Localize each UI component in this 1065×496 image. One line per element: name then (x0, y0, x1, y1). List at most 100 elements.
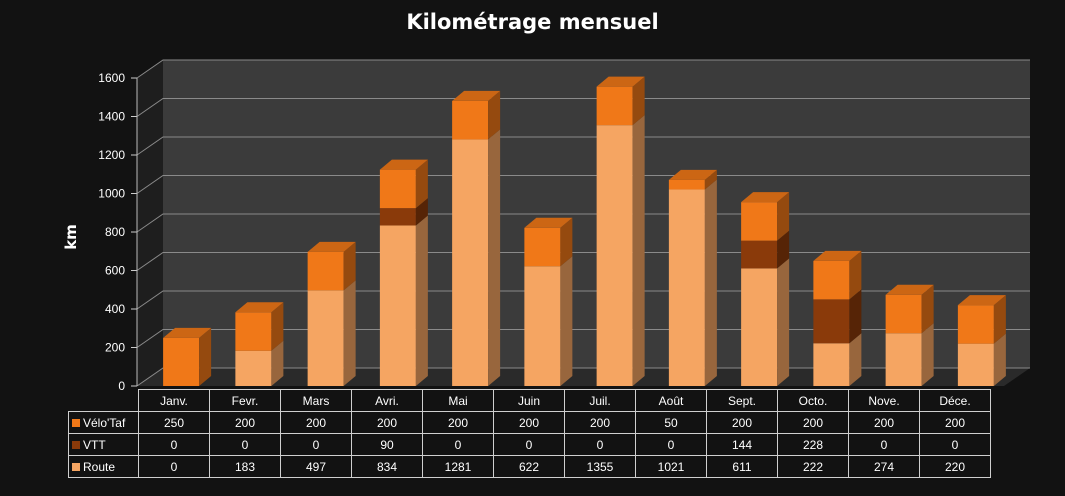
bar-top (813, 250, 862, 261)
bar-front (307, 251, 344, 291)
table-value: 274 (848, 455, 920, 478)
bar-top (741, 192, 790, 203)
table-value: 200 (351, 411, 423, 434)
bar-front (668, 189, 705, 386)
table-value: 183 (209, 455, 281, 478)
table-category-label: Août (635, 389, 707, 412)
bar-side (560, 217, 573, 267)
bar-Vélo'Taf-Octo. (813, 250, 862, 300)
gridline (136, 98, 1030, 117)
bar-side (199, 327, 212, 386)
series-row-velotaf: Vélo'Taf 250 200 200 200 200 200 200 50 200 200 20… (68, 411, 991, 434)
bars (163, 76, 1006, 386)
table-category-label: Mai (422, 389, 494, 412)
table-value: 0 (493, 433, 565, 456)
table-value: 0 (280, 433, 352, 456)
bar-Route-Déce. (957, 333, 1006, 386)
table-value: 200 (422, 411, 494, 434)
bar-side (415, 159, 428, 209)
table-category-label: Fevr. (209, 389, 281, 412)
gridline (136, 367, 1030, 387)
table-category-label: Sept. (706, 389, 778, 412)
bar-Vélo'Taf-Mars (307, 241, 356, 291)
bar-side (777, 230, 790, 269)
table-value: 200 (493, 411, 565, 434)
bar-side (993, 295, 1006, 344)
bar-front (741, 202, 778, 241)
bar-front (813, 299, 850, 344)
bar-Route-Août (668, 179, 717, 386)
bar-top (452, 90, 501, 101)
bar-front (379, 169, 416, 209)
table-category-label: Déce. (919, 389, 991, 412)
bar-front (885, 294, 922, 334)
bar-front (596, 125, 633, 386)
bar-top (596, 76, 645, 87)
bar-Route-Juil. (596, 115, 645, 386)
table-category-label: Avri. (351, 389, 423, 412)
gridline (136, 252, 1030, 271)
series-label-velotaf: Vélo'Taf (68, 411, 139, 434)
bar-front (163, 337, 200, 386)
bar-front (524, 227, 561, 267)
bar-side (849, 289, 862, 344)
bar-Vélo'Taf-Mai (452, 90, 501, 140)
bar-VTT-Sept. (741, 230, 790, 269)
series-row-route: Route 0 183 497 834 1281 622 1355 1021 611 222 274… (68, 455, 991, 478)
table-value: 0 (209, 433, 281, 456)
y-tick-label: 200 (105, 341, 125, 355)
table-value: 200 (564, 411, 636, 434)
y-tick-label: 1600 (98, 71, 125, 85)
series-label-route: Route (68, 455, 139, 478)
table-value: 622 (493, 455, 565, 478)
table-value: 611 (706, 455, 778, 478)
table-value: 200 (706, 411, 778, 434)
table-value: 200 (848, 411, 920, 434)
legend-swatch-icon (72, 441, 80, 450)
table-value: 0 (138, 433, 210, 456)
bar-top (307, 241, 356, 252)
chart-backwall (131, 59, 1030, 387)
bar-side (488, 129, 501, 386)
bar-front (741, 268, 778, 386)
bar-front (885, 333, 922, 386)
bar-Route-Octo. (813, 333, 862, 386)
table-value: 200 (280, 411, 352, 434)
table-value: 90 (351, 433, 423, 456)
bar-side (632, 76, 645, 126)
bar-front (235, 312, 272, 351)
gridline (136, 290, 1030, 310)
bar-side (415, 215, 428, 386)
table-value: 0 (138, 455, 210, 478)
table-value: 50 (635, 411, 707, 434)
bar-side (849, 250, 862, 300)
bar-Vélo'Taf-Nove. (885, 284, 934, 334)
table-category-label: Mars (280, 389, 352, 412)
bar-front (524, 266, 561, 386)
bar-top (885, 284, 934, 295)
bar-Vélo'Taf-Août (668, 169, 717, 190)
bar-front (957, 305, 994, 344)
bar-Vélo'Taf-Sept. (741, 192, 790, 241)
bar-Route-Juin (524, 256, 573, 386)
bar-Vélo'Taf-Avri. (379, 159, 428, 209)
bar-front (668, 179, 705, 190)
table-category-label: Juin (493, 389, 565, 412)
bar-front (741, 240, 778, 269)
bar-side (704, 179, 717, 386)
bar-side (271, 302, 284, 351)
bar-Route-Mai (452, 129, 501, 386)
bar-side (921, 323, 934, 386)
bar-side (777, 192, 790, 241)
bar-Route-Avri. (379, 215, 428, 386)
bar-Route-Sept. (741, 258, 790, 386)
table-value: 834 (351, 455, 423, 478)
bar-side (849, 333, 862, 386)
chart-title: Kilométrage mensuel (406, 10, 659, 34)
table-value: 1355 (564, 455, 636, 478)
y-tick-label: 1200 (98, 148, 125, 162)
bar-top (163, 327, 212, 338)
table-category-label: Octo. (777, 389, 849, 412)
gridline (136, 136, 1030, 156)
table-value: 200 (919, 411, 991, 434)
